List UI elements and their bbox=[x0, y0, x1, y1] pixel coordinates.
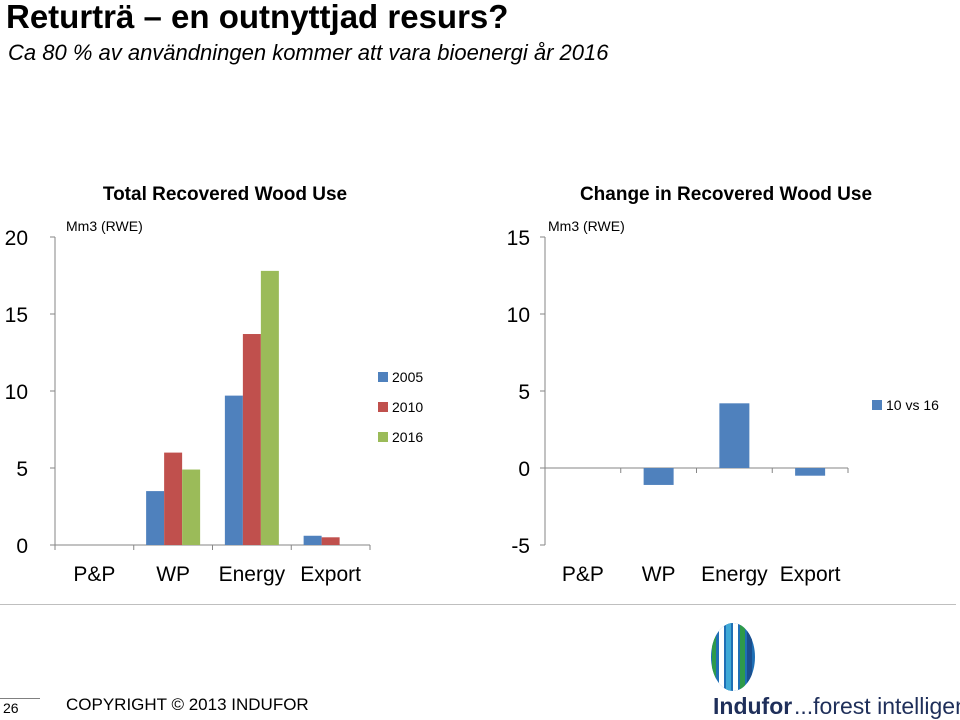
indufor-globe-icon bbox=[711, 623, 755, 691]
chart1-bar-wp-2016 bbox=[182, 469, 201, 545]
brand-tagline: ...forest intelligence bbox=[794, 693, 960, 719]
chart1-bar-export-2005 bbox=[303, 535, 322, 545]
chart2-ytick-label: -5 bbox=[511, 535, 530, 558]
chart1-ytick-label: 0 bbox=[16, 535, 28, 558]
slide-subtitle: Ca 80 % av användningen kommer att vara … bbox=[8, 40, 609, 65]
chart2-legend-label: 10 vs 16 bbox=[886, 397, 939, 413]
chart2-bar-energy-10vs16 bbox=[719, 403, 750, 468]
chart1-ytick-label: 10 bbox=[5, 381, 28, 404]
chart2-category-label: Export bbox=[780, 563, 841, 586]
page-number: 26 bbox=[3, 700, 19, 716]
chart1-ytick-label: 20 bbox=[5, 227, 28, 250]
brand-logo-text: Indufor bbox=[713, 693, 793, 719]
chart1-legend-label: 2010 bbox=[392, 399, 423, 415]
chart1-category-label: P&P bbox=[73, 563, 115, 586]
chart1-legend-label: 2016 bbox=[392, 429, 423, 445]
chart1-category-label: WP bbox=[156, 563, 190, 586]
chart1-category-label: Energy bbox=[219, 563, 286, 586]
chart2-category-label: P&P bbox=[562, 563, 604, 586]
chart2-title: Change in Recovered Wood Use bbox=[580, 184, 872, 205]
slide-title: Returträ – en outnyttjad resurs? bbox=[6, 0, 509, 35]
footer-divider bbox=[0, 604, 956, 605]
chart1-title: Total Recovered Wood Use bbox=[103, 184, 347, 205]
chart2-bar-export-10vs16 bbox=[795, 468, 826, 476]
chart1-bar-energy-2005 bbox=[224, 395, 243, 545]
chart2-category-label: Energy bbox=[701, 563, 768, 586]
chart2-ytick-label: 10 bbox=[507, 304, 530, 327]
chart1-unit-label: Mm3 (RWE) bbox=[66, 218, 143, 234]
chart1-ytick-label: 5 bbox=[16, 458, 28, 481]
chart1-bar-wp-2010 bbox=[164, 452, 183, 545]
chart2-category-label: WP bbox=[642, 563, 676, 586]
chart2-ytick-label: 5 bbox=[518, 381, 530, 404]
page-number-rule bbox=[0, 698, 40, 699]
chart1-bar-energy-2010 bbox=[242, 334, 261, 545]
chart2-bar-wp-10vs16 bbox=[643, 468, 674, 485]
chart2-unit-label: Mm3 (RWE) bbox=[548, 218, 625, 234]
chart2-ytick-label: 0 bbox=[518, 458, 530, 481]
chart1-ytick-label: 15 bbox=[5, 304, 28, 327]
chart1-bar-energy-2016 bbox=[260, 270, 279, 545]
chart1-legend-swatch bbox=[378, 402, 388, 412]
copyright-text: COPYRIGHT © 2013 INDUFOR bbox=[66, 695, 309, 714]
chart2-legend-swatch bbox=[872, 400, 882, 410]
chart1-category-label: Export bbox=[300, 563, 361, 586]
chart1-legend-label: 2005 bbox=[392, 369, 423, 385]
chart1-bar-export-2010 bbox=[321, 537, 340, 545]
chart1-bar-wp-2005 bbox=[146, 491, 165, 545]
chart1-legend-swatch bbox=[378, 432, 388, 442]
chart2-ytick-label: 15 bbox=[507, 227, 530, 250]
chart1-legend-swatch bbox=[378, 372, 388, 382]
